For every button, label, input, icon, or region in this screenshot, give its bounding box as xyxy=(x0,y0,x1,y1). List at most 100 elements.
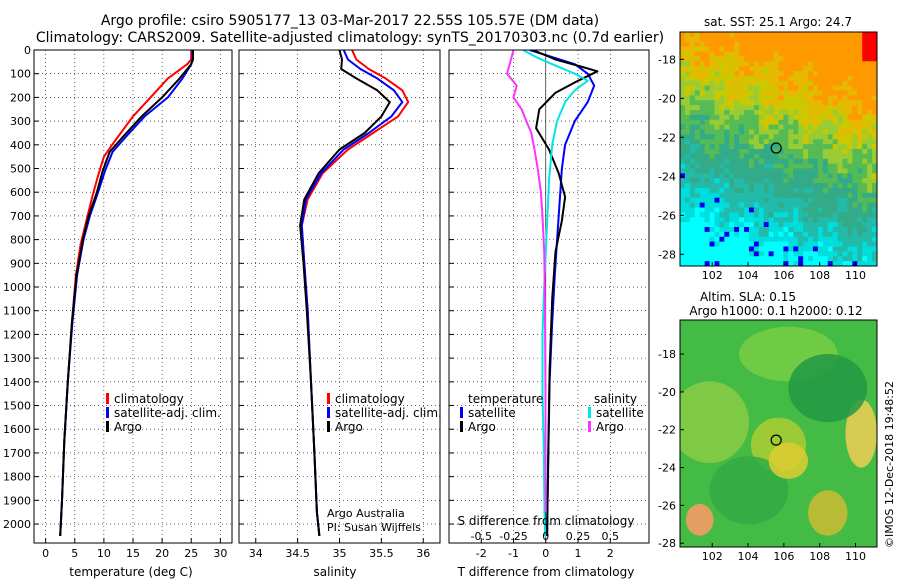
sst-cell xyxy=(842,168,848,174)
sst-cell xyxy=(724,85,730,91)
sst-cell xyxy=(734,183,740,189)
sst-cell xyxy=(763,261,770,266)
series-line-argo xyxy=(59,50,194,536)
sst-cell xyxy=(748,124,755,130)
sst-cell xyxy=(739,46,745,52)
sst-cell xyxy=(812,227,819,233)
sst-cell xyxy=(714,212,720,218)
sst-cell xyxy=(812,100,819,106)
legend-label: climatology xyxy=(335,392,405,406)
sst-cell xyxy=(852,222,858,228)
sst-cell xyxy=(822,168,829,174)
sst-cell xyxy=(753,85,760,91)
sst-cell xyxy=(734,36,740,43)
sst-cell xyxy=(729,168,735,174)
sst-cell xyxy=(739,207,745,213)
sst-cell xyxy=(827,202,834,208)
sst-cell xyxy=(739,100,745,106)
sst-cell xyxy=(847,119,853,126)
sst-cell xyxy=(783,56,789,62)
sst-cell xyxy=(842,246,848,252)
ytick-label: 500 xyxy=(10,163,31,176)
sst-cell xyxy=(842,119,848,126)
sst-cell xyxy=(827,51,834,57)
sst-cell xyxy=(817,149,824,155)
sst-cell xyxy=(842,51,848,57)
sst-cell xyxy=(822,75,829,82)
sst-cell xyxy=(817,261,824,266)
sst-cell xyxy=(699,119,706,126)
sst-cell xyxy=(812,41,819,48)
sst-cell xyxy=(778,124,784,130)
sst-cell xyxy=(832,212,838,218)
sst-cell xyxy=(739,192,745,199)
sst-cell xyxy=(729,246,735,252)
sst-cell xyxy=(714,149,720,155)
sst-cell xyxy=(689,192,696,199)
sst-cell xyxy=(758,105,765,111)
sst-cell xyxy=(793,110,799,116)
sst-cell xyxy=(768,241,774,247)
sst-cell xyxy=(803,66,809,72)
sst-cell xyxy=(822,80,829,87)
sst-cell xyxy=(744,251,750,257)
sst-cell xyxy=(778,100,784,106)
salinity-ticks: 34 34.5 35 35.5 36 xyxy=(239,49,430,560)
sst-cell xyxy=(724,202,730,208)
sst-cell xyxy=(680,227,686,233)
sst-cell xyxy=(680,32,686,38)
sst-cell xyxy=(739,163,745,169)
sst-cell xyxy=(793,241,799,247)
sst-cell xyxy=(684,119,691,126)
sst-cell xyxy=(817,197,824,204)
sst-cell xyxy=(689,231,696,238)
sst-cell xyxy=(739,178,745,184)
sst-cell xyxy=(852,95,858,101)
sst-cell xyxy=(842,56,848,62)
sst-cell xyxy=(852,149,858,155)
sst-cell xyxy=(872,241,877,247)
sst-cell xyxy=(768,222,774,228)
sst-cell xyxy=(744,222,750,228)
sst-cell xyxy=(867,202,873,208)
sst-cell xyxy=(812,144,819,150)
sst-cell xyxy=(788,149,794,155)
sst-cell xyxy=(872,114,877,121)
legend-swatch-climatology xyxy=(327,393,330,404)
sst-cell xyxy=(842,183,848,189)
sst-cell xyxy=(837,124,843,130)
sst-cell xyxy=(827,241,834,247)
sst-cell xyxy=(783,183,789,189)
sst-cell xyxy=(744,100,750,106)
sst-cell xyxy=(744,236,750,243)
sst-cell xyxy=(808,66,814,72)
sst-cell xyxy=(719,75,725,82)
sst-cell xyxy=(827,75,834,82)
sst-cell xyxy=(680,261,686,266)
sst-cell xyxy=(719,188,725,194)
sst-cell xyxy=(867,36,873,43)
sst-cell xyxy=(714,222,720,228)
sst-cell xyxy=(803,80,809,87)
sst-cell xyxy=(788,163,794,169)
sst-cell xyxy=(773,95,779,101)
sst-cell xyxy=(773,158,779,165)
sst-cell xyxy=(788,251,794,257)
sst-cell xyxy=(783,173,789,179)
sst-cell xyxy=(842,71,848,77)
sla-map-title: Altim. SLA: 0.15 xyxy=(700,290,796,304)
sst-cell xyxy=(753,61,760,67)
sst-cell xyxy=(739,56,745,62)
sst-cell xyxy=(847,158,853,165)
sst-cell xyxy=(753,105,760,111)
sst-cell xyxy=(812,178,819,184)
sst-cell xyxy=(684,158,691,165)
sst-cell xyxy=(827,251,834,257)
sst-cell xyxy=(709,212,715,218)
sst-cell xyxy=(763,202,770,208)
sst-cell xyxy=(763,153,770,160)
sst-cell xyxy=(778,119,784,126)
sst-cell xyxy=(837,51,843,57)
sst-cell xyxy=(768,51,774,57)
sst-cell xyxy=(827,158,834,165)
